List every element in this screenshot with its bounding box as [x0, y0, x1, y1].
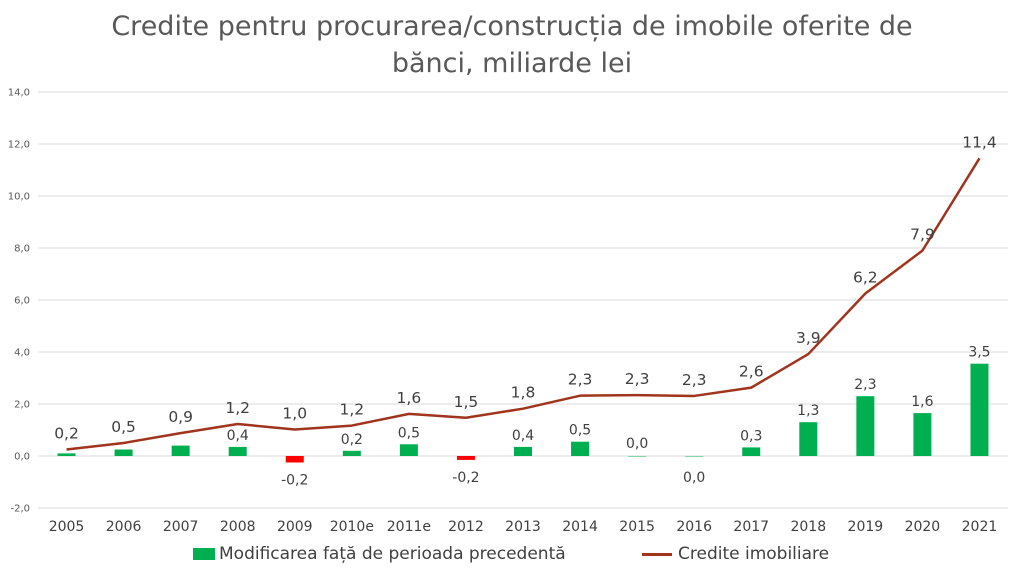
line-data-label: 7,9 — [910, 226, 935, 244]
bar-data-label: 0,0 — [626, 436, 648, 452]
bar-data-label: 0,0 — [683, 470, 705, 486]
legend: Modificarea față de perioada precedentă … — [0, 544, 1024, 572]
bar — [456, 456, 475, 460]
bar — [228, 446, 247, 456]
bar-data-label: 1,6 — [911, 394, 933, 410]
bar — [799, 422, 818, 456]
bar-data-label: 2,3 — [854, 377, 876, 393]
x-tick-label: 2007 — [163, 519, 199, 535]
bar — [57, 453, 76, 456]
x-tick-label: 2013 — [505, 519, 541, 535]
y-tick-label: -2,0 — [10, 504, 30, 515]
line-data-label: 1,6 — [397, 389, 422, 407]
bar — [913, 413, 932, 456]
bar-data-label: -0,2 — [452, 470, 479, 486]
bar-data-label: 0,5 — [398, 425, 420, 441]
line-data-label: 3,9 — [796, 329, 821, 347]
x-tick-label: 2018 — [790, 519, 826, 535]
legend-line-swatch — [642, 552, 672, 556]
x-tick-label: 2017 — [733, 519, 769, 535]
bar — [856, 396, 875, 456]
bar — [628, 456, 647, 457]
line-data-label: 2,3 — [682, 371, 707, 389]
bar — [514, 446, 532, 456]
line-data-label: 1,0 — [282, 404, 307, 422]
chart-title-line-1: Credite pentru procurarea/construcția de… — [111, 11, 913, 42]
line-data-label: 0,5 — [111, 418, 136, 436]
line-data-label: 2,6 — [739, 363, 764, 381]
line-data-label: 2,3 — [568, 371, 593, 389]
bar-data-label: -0,2 — [281, 473, 308, 489]
x-tick-label: 2019 — [848, 519, 884, 535]
y-tick-label: 14,0 — [8, 88, 30, 99]
bar-data-label: 0,5 — [569, 423, 591, 439]
legend-item-bars: Modificarea față de perioada precedentă — [193, 544, 566, 564]
line-data-label: 1,2 — [225, 399, 250, 417]
x-tick-label: 2015 — [619, 519, 655, 535]
x-tick-label: 2016 — [676, 519, 712, 535]
y-tick-label: 4,0 — [14, 348, 30, 359]
legend-bar-label: Modificarea față de perioada precedentă — [219, 544, 566, 564]
x-tick-label: 2020 — [905, 519, 941, 535]
x-tick-label: 2011e — [387, 519, 431, 535]
bar — [285, 456, 304, 463]
x-tick-label: 2008 — [220, 519, 256, 535]
bar — [171, 445, 190, 456]
bar-data-label: 0,3 — [740, 428, 762, 444]
x-tick-label: 2014 — [562, 519, 598, 535]
chart-title-line-2: bănci, miliarde lei — [391, 48, 633, 79]
line-data-label: 1,8 — [511, 384, 536, 402]
line-data-label: 6,2 — [853, 269, 878, 287]
bar — [970, 363, 989, 456]
legend-item-line: Credite imobiliare — [642, 544, 829, 564]
bar-data-label: 0,2 — [341, 432, 363, 448]
legend-line-label: Credite imobiliare — [678, 544, 830, 564]
bar — [342, 450, 361, 456]
line-data-label: 11,4 — [962, 133, 997, 151]
chart-title: Credite pentru procurarea/construcția de… — [0, 8, 1024, 82]
y-tick-label: 0,0 — [14, 452, 30, 463]
y-tick-label: 12,0 — [8, 140, 30, 151]
bar-data-label: 0,4 — [512, 428, 534, 444]
legend-bar-swatch — [193, 548, 215, 560]
y-tick-label: 2,0 — [14, 400, 30, 411]
x-tick-label: 2010e — [330, 519, 374, 535]
line-data-label: 0,9 — [168, 408, 193, 426]
x-tick-label: 2021 — [962, 519, 998, 535]
bar-data-label: 1,3 — [797, 403, 819, 419]
x-tick-label: 2009 — [277, 519, 313, 535]
line-data-label: 1,5 — [454, 393, 479, 411]
y-tick-label: 6,0 — [14, 296, 30, 307]
line-data-label: 1,2 — [339, 401, 364, 419]
bar — [114, 449, 133, 456]
y-tick-label: 10,0 — [8, 192, 30, 203]
y-tick-label: 8,0 — [14, 244, 30, 255]
bar-data-label: 3,5 — [968, 345, 990, 361]
bar-data-label: 0,4 — [227, 428, 249, 444]
bar — [685, 456, 704, 457]
bar — [399, 444, 418, 456]
line-data-label: 2,3 — [625, 370, 650, 388]
bar — [571, 441, 590, 456]
x-tick-label: 2012 — [448, 519, 484, 535]
x-tick-label: 2006 — [106, 519, 142, 535]
line-data-label: 0,2 — [54, 425, 79, 443]
bar — [742, 447, 761, 456]
line-series — [66, 157, 981, 451]
x-tick-label: 2005 — [49, 519, 85, 535]
